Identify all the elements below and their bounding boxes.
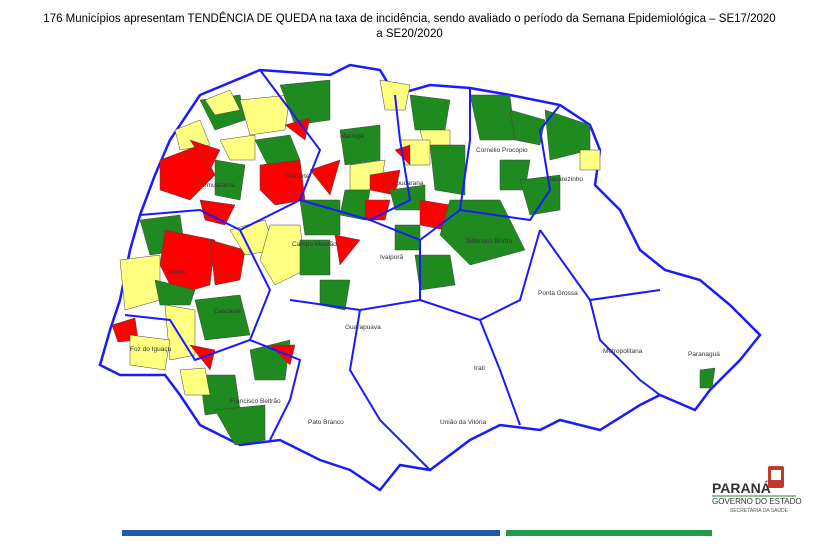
- city-label: Apucarana: [392, 180, 424, 187]
- city-labels: Umuarama Cianorte Maringá Apucarana Cornélio…: [130, 133, 720, 426]
- city-label: Francisco Beltrão: [230, 398, 281, 405]
- municipality-patch: [204, 89, 241, 116]
- municipality-patch: [119, 254, 161, 311]
- logo: PARANÁ GOVERNO DO ESTADO SECRETARIA DA S…: [712, 466, 802, 514]
- municipality-patch: [129, 334, 171, 371]
- city-label: Umuarama: [202, 182, 235, 189]
- municipality-patch: [194, 294, 251, 341]
- municipality-patch: [429, 144, 466, 196]
- city-label: Cascavel: [214, 308, 241, 315]
- municipality-patch: [319, 279, 351, 311]
- municipality-patch: [364, 199, 391, 221]
- city-label: Maringá: [340, 133, 364, 140]
- city-label: Ponta Grossa: [538, 290, 578, 297]
- footer-bar-green: [506, 530, 712, 536]
- city-label: Irati: [474, 365, 485, 372]
- city-label: Campo Mourão: [292, 241, 337, 248]
- municipality-patch: [579, 149, 601, 171]
- logo-name: PARANÁ: [712, 480, 771, 496]
- municipality-patch: [339, 124, 381, 166]
- municipality-patch: [154, 279, 196, 306]
- municipality-patch: [239, 94, 291, 136]
- municipality-patch: [299, 239, 331, 276]
- city-label: Jacarezinho: [548, 176, 583, 183]
- city-label: Cianorte: [285, 173, 310, 180]
- municipality-patch: [179, 367, 211, 396]
- municipality-patch: [509, 109, 546, 146]
- logo-line2: SECRETARIA DA SAÚDE: [730, 507, 789, 514]
- municipality-patch: [209, 239, 246, 286]
- regional-borders: [124, 69, 661, 471]
- city-label: Ivaiporã: [380, 254, 404, 261]
- municipality-patches: [111, 79, 716, 446]
- municipality-patch: [259, 159, 306, 206]
- municipality-patch: [214, 404, 266, 446]
- city-label: Telêmaco Borba: [465, 238, 512, 245]
- title: 176 Municípios apresentam TENDÊNCIA DE Q…: [43, 13, 776, 40]
- city-label: Foz do Iguaçu: [130, 346, 172, 353]
- municipality-patch: [159, 144, 216, 201]
- footer-bar-blue: [122, 530, 500, 536]
- city-label: Paranaguá: [688, 351, 720, 358]
- municipality-patch: [699, 367, 716, 389]
- city-label: Toledo: [166, 269, 186, 276]
- city-label: Pato Branco: [308, 419, 344, 426]
- municipality-patch: [334, 234, 361, 266]
- municipality-patch: [174, 119, 211, 151]
- municipality-patch: [309, 159, 341, 196]
- city-label: Metropolitana: [603, 348, 643, 355]
- city-label: Guarapuava: [345, 324, 381, 331]
- municipality-patch: [219, 134, 256, 161]
- municipality-patch: [409, 94, 451, 131]
- municipality-patch: [259, 224, 306, 286]
- logo-line1: GOVERNO DO ESTADO: [712, 497, 802, 506]
- city-label: União da Vitória: [440, 419, 487, 426]
- municipality-patch: [414, 254, 456, 291]
- logo-emblem-inner: [771, 470, 781, 480]
- municipality-patch: [214, 159, 246, 201]
- city-label: Cornélio Procópio: [476, 147, 528, 154]
- municipality-patch: [199, 199, 236, 226]
